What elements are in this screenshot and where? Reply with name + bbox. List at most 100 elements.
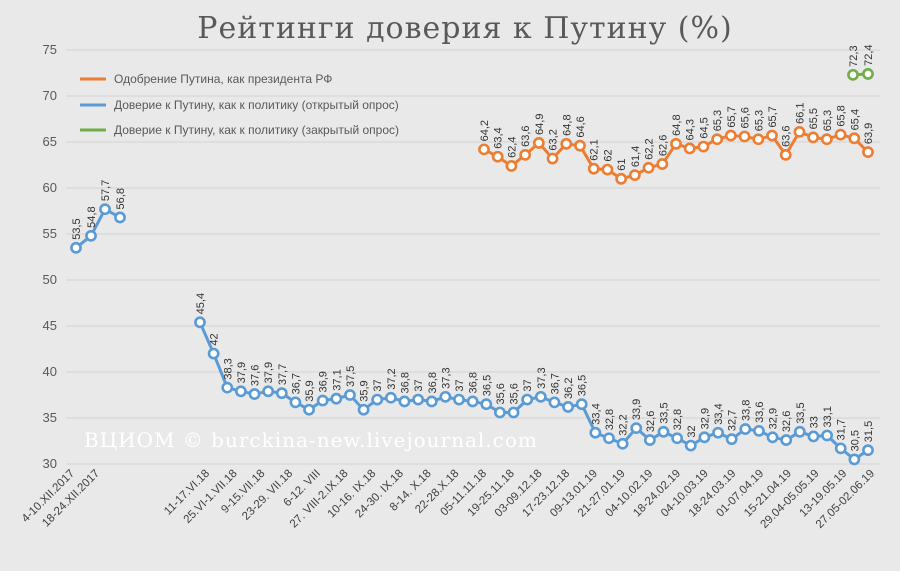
orange-point [642,161,655,174]
blue-main-point [275,387,288,400]
orange-point [834,128,847,141]
orange-data-label: 65,3 [753,110,765,131]
blue-main-point [371,393,384,406]
blue-main-point [753,424,765,437]
orange-data-label: 62 [602,149,614,161]
blue-main-point [589,426,602,439]
orange-data-label: 65,5 [808,108,820,129]
blue-2017-data-label: 54,8 [86,206,98,227]
y-tick-label: 40 [43,364,57,379]
blue-2017-data-label: 56,8 [115,188,127,209]
orange-point [601,163,614,176]
blue-main-point [357,403,370,416]
blue-main-point [534,390,547,403]
chart-title: Рейтинги доверия к Путину (%) [197,11,732,46]
blue-main-point [289,396,302,409]
legend-label: Доверие к Путину, как к политику (закрыт… [114,123,399,137]
orange-point [848,132,861,145]
orange-data-label: 64,6 [575,116,587,137]
orange-data-label: 62,6 [657,135,669,156]
orange-data-label: 64,8 [561,114,573,135]
green-point [862,68,874,80]
blue-main-data-label: 36,8 [468,372,480,393]
blue-main-data-label: 33,6 [754,401,766,422]
blue-2017-point [114,211,126,224]
blue-main-data-label: 37 [522,379,534,391]
orange-data-label: 63,4 [493,127,505,148]
blue-main-data-label: 33,4 [713,403,725,424]
y-tick-label: 70 [43,88,57,103]
blue-main-point [793,425,806,438]
blue-main-point [453,393,465,406]
blue-main-data-label: 38,3 [222,358,234,379]
blue-main-data-label: 36,7 [290,373,302,394]
blue-main-point [548,396,561,409]
orange-point [574,139,586,152]
blue-main-data-label: 32,6 [645,411,657,432]
blue-2017-line [75,207,121,249]
y-axis: 30 35 40 45 50 55 60 65 70 75 [43,42,57,471]
blue-main-data-label: 36,9 [318,371,330,392]
blue-main-point [221,381,234,394]
orange-point [779,148,792,161]
orange-data-label: 64,3 [685,119,697,140]
blue-main-data-label: 45,4 [195,293,207,314]
blue-main-point [834,442,847,455]
blue-main-point [603,432,615,445]
blue-main-data-label: 36,7 [549,373,561,394]
orange-point [820,133,833,146]
orange-point [478,143,490,156]
blue-main-point [725,433,738,446]
blue-main-data-label: 37,2 [386,368,398,389]
orange-point [724,129,737,142]
blue-2017-point [70,241,82,254]
blue-main-point [521,393,534,406]
blue-main-point [630,422,643,435]
blue-main-point [739,423,752,435]
blue-main-data-label: 33,4 [590,403,602,424]
blue-main-point [384,391,397,404]
blue-main-data-label: 35,6 [495,383,507,404]
blue-main-point [862,444,874,457]
orange-point [697,140,710,153]
orange-point [587,162,600,175]
blue-main-data-label: 37,9 [263,362,275,383]
blue-main-data-label: 32,6 [781,411,793,432]
blue-main-data-label: 32,8 [604,409,616,430]
blue-main-point [425,395,438,408]
orange-point [560,137,573,150]
orange-data-label: 65,3 [712,110,724,131]
blue-main-point [398,395,411,408]
orange-data-label: 62,2 [644,138,656,159]
blue-main-data-label: 37,1 [331,369,343,390]
blue-main-data-label: 32,2 [618,414,630,435]
orange-data-label: 65,4 [849,109,861,130]
y-tick-label: 65 [43,134,57,149]
blue-main-point [616,437,629,450]
blue-main-point [466,395,479,408]
orange-point [532,137,545,149]
blue-main-data-label: 37,6 [250,365,262,386]
orange-data-label: 66,1 [794,102,806,123]
blue-main-data-label: 33,1 [822,406,834,427]
green-data-label: 72,3 [848,45,860,66]
blue-main-point [494,406,506,419]
watermark: ВЦИОМ © burckina-new.livejournal.com [84,428,538,452]
orange-data-label: 65,7 [767,106,779,127]
legend-label: Доверие к Путину, как к политику (открыт… [114,98,399,112]
orange-point [752,133,765,146]
green-data-label: 72,4 [863,44,875,65]
blue-main-point [780,434,793,446]
orange-data-label: 64,8 [671,114,683,135]
blue-main-point [712,426,724,439]
blue-main-point [821,429,834,442]
blue-main-point [657,425,670,438]
blue-main-data-label: 35,6 [509,383,521,404]
orange-data-label: 65,7 [726,106,738,127]
orange-point [546,152,559,165]
orange-data-label: 62,4 [506,136,518,157]
